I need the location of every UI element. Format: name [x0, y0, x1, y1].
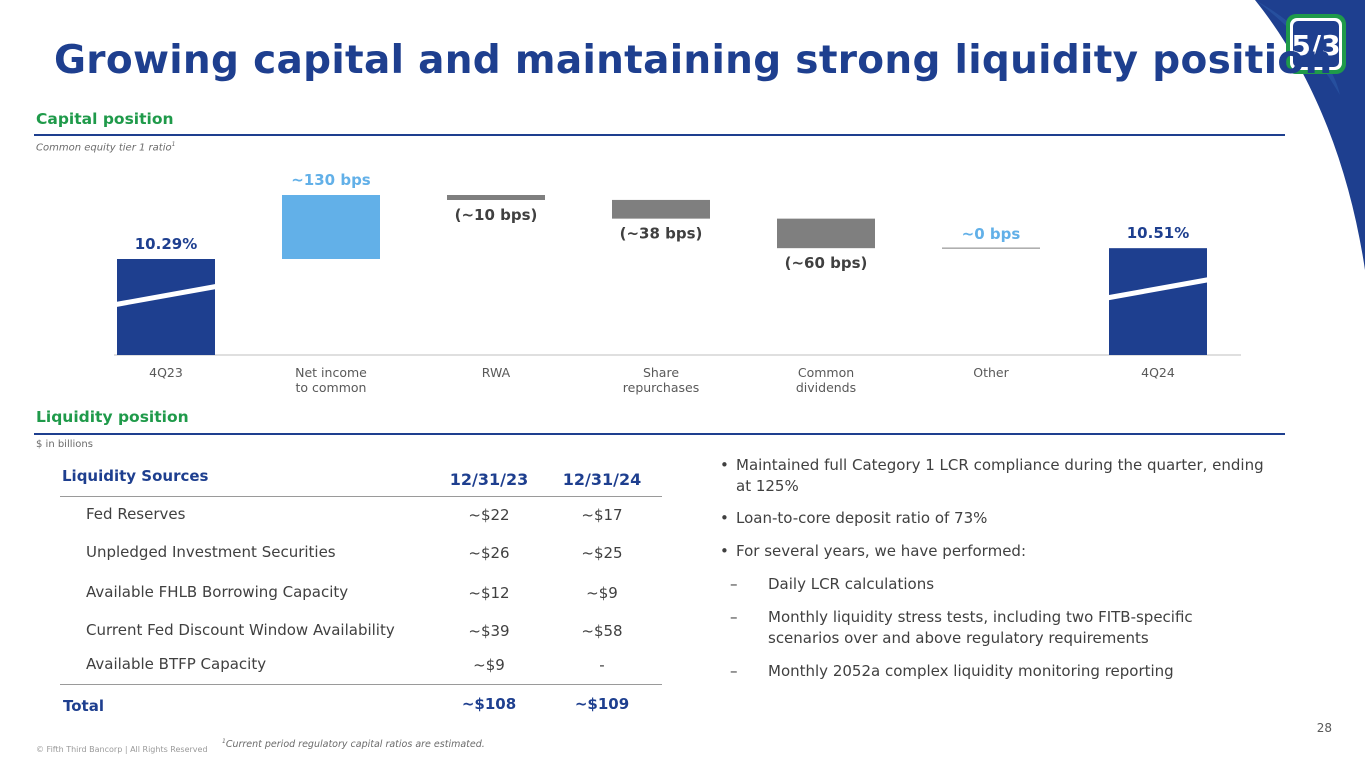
liquidity-subtitle: $ in billions	[36, 439, 93, 450]
bullet-mark: –	[730, 662, 738, 680]
total-divider	[60, 684, 662, 685]
capital-subtitle-sup: 1	[171, 141, 176, 148]
capital-subtitle: Common equity tier 1 ratio1	[36, 141, 175, 153]
bullet-text: Maintained full Category 1 LCR complianc…	[736, 456, 1264, 495]
axis-break-0	[115, 284, 217, 307]
row-value-2023: ~$39	[468, 622, 510, 640]
row-name: Fed Reserves	[86, 505, 186, 523]
data-label-2: (~10 bps)	[455, 206, 538, 224]
table-header-row: Liquidity Sources 12/31/23 12/31/24	[60, 460, 662, 497]
page-title: Growing capital and maintaining strong l…	[54, 38, 1333, 83]
data-label-6: 10.51%	[1127, 224, 1189, 242]
data-label-3: (~38 bps)	[620, 225, 703, 243]
footnote-sup: 1	[222, 738, 226, 745]
bullet-mark: •	[720, 456, 729, 474]
row-name: Current Fed Discount Window Availability	[86, 621, 395, 639]
data-label-0: 10.29%	[135, 235, 197, 253]
x-tick-label-2: RWA	[481, 365, 511, 380]
bullet-text: Daily LCR calculations	[768, 575, 935, 593]
bullet-mark: –	[730, 608, 738, 626]
row-value-2024: ~$25	[581, 544, 623, 562]
row-name: Available BTFP Capacity	[86, 655, 267, 673]
total-2023: ~$108	[461, 695, 517, 713]
bullet-mark: –	[730, 575, 738, 593]
row-value-2024: ~$58	[581, 622, 623, 640]
header-col-2024: 12/31/24	[562, 470, 642, 489]
bullet-text: Monthly liquidity stress tests, includin…	[768, 608, 1193, 647]
row-value-2023: ~$12	[468, 584, 510, 602]
row-value-2023: ~$22	[468, 506, 510, 524]
fifth-third-logo: 5/3	[1286, 14, 1346, 74]
page-number: 28	[1316, 721, 1332, 735]
header-col-2023: 12/31/23	[449, 470, 529, 489]
x-tick-label-4: Common dividends	[795, 365, 857, 395]
header-name: Liquidity Sources	[62, 467, 209, 485]
total-label: Total	[63, 697, 104, 715]
bar-step-3	[612, 199, 710, 219]
x-tick-label-1: Net income to common	[295, 365, 367, 395]
x-tick-label-3: Share repurchases	[622, 365, 700, 395]
copyright: © Fifth Third Bancorp | All Rights Reser…	[36, 745, 208, 754]
capital-divider	[34, 134, 1285, 136]
bar-total-6	[1109, 248, 1207, 355]
row-value-2024: -	[599, 656, 605, 674]
bullet-text: For several years, we have performed:	[736, 542, 1026, 560]
row-value-2024: ~$9	[586, 584, 618, 602]
x-tick-label-5: Other	[973, 365, 1009, 380]
capital-position-label: Capital position	[36, 110, 174, 128]
data-label-1: ~130 bps	[291, 171, 371, 189]
x-tick-label-6: 4Q24	[1141, 365, 1175, 380]
data-label-4: (~60 bps)	[785, 254, 868, 272]
axis-break-6	[1107, 277, 1209, 301]
bar-total-0	[117, 259, 215, 355]
bar-step-4	[777, 218, 875, 249]
row-value-2024: ~$17	[581, 506, 623, 524]
bar-step-1	[282, 195, 380, 259]
row-name: Unpledged Investment Securities	[86, 543, 336, 561]
bullet-text: Loan-to-core deposit ratio of 73%	[736, 509, 988, 527]
bullet-mark: •	[720, 542, 729, 560]
cet1-waterfall-chart: 10.29% ~130 bps (~10 bps) (~38 bps) (~60 bps…	[114, 171, 1241, 356]
row-value-2023: ~$26	[468, 544, 510, 562]
liquidity-position-label: Liquidity position	[36, 408, 189, 426]
bullet-mark: •	[720, 509, 729, 527]
total-2024: ~$109	[574, 695, 630, 713]
liquidity-divider	[34, 433, 1285, 435]
footnote: 1Current period regulatory capital ratio…	[222, 738, 485, 750]
capital-subtitle-text: Common equity tier 1 ratio	[36, 142, 172, 154]
row-name: Available FHLB Borrowing Capacity	[86, 583, 349, 601]
bar-step-2	[447, 195, 545, 200]
footnote-text: Current period regulatory capital ratios…	[225, 739, 485, 751]
bullet-text: Monthly 2052a complex liquidity monitori…	[768, 662, 1174, 680]
data-label-5: ~0 bps	[962, 225, 1021, 243]
logo-text: 5/3	[1291, 29, 1340, 62]
x-tick-label-0: 4Q23	[149, 365, 183, 380]
row-value-2023: ~$9	[473, 656, 505, 674]
